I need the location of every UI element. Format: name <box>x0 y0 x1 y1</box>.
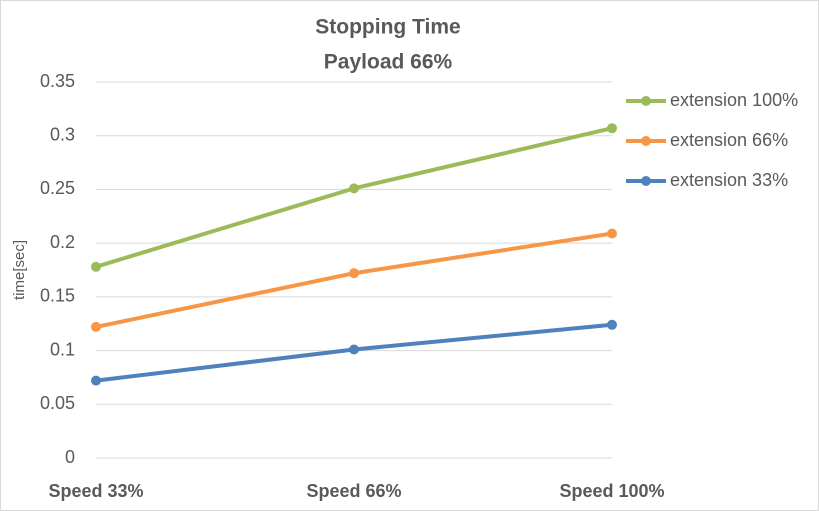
x-tick-label: Speed 100% <box>559 481 664 501</box>
y-tick-label: 0.3 <box>50 124 75 144</box>
y-tick-label: 0.15 <box>40 286 75 306</box>
data-point <box>349 183 359 194</box>
legend-marker <box>641 136 651 146</box>
y-tick-label: 0.05 <box>40 393 75 413</box>
legend-label: extension 66% <box>670 130 788 150</box>
data-point <box>349 268 359 279</box>
data-point <box>607 123 617 134</box>
chart-title: Stopping Time <box>315 16 460 39</box>
legend-marker <box>641 96 651 106</box>
data-point <box>607 228 617 239</box>
data-point <box>91 261 101 272</box>
y-tick-label: 0.25 <box>40 178 75 198</box>
data-point <box>91 321 101 332</box>
y-tick-label: 0 <box>65 447 75 467</box>
data-point <box>607 319 617 330</box>
y-tick-label: 0.1 <box>50 339 75 359</box>
y-tick-label: 0.2 <box>50 232 75 252</box>
x-tick-label: Speed 33% <box>48 481 143 501</box>
y-tick-label: 0.35 <box>40 71 75 91</box>
data-point <box>91 375 101 386</box>
legend-label: extension 33% <box>670 170 788 190</box>
legend-marker <box>641 176 651 186</box>
x-tick-label: Speed 66% <box>306 481 401 501</box>
chart-subtitle: Payload 66% <box>324 51 453 74</box>
y-axis-label: time[sec] <box>11 240 28 300</box>
data-point <box>349 344 359 355</box>
legend-label: extension 100% <box>670 90 798 110</box>
